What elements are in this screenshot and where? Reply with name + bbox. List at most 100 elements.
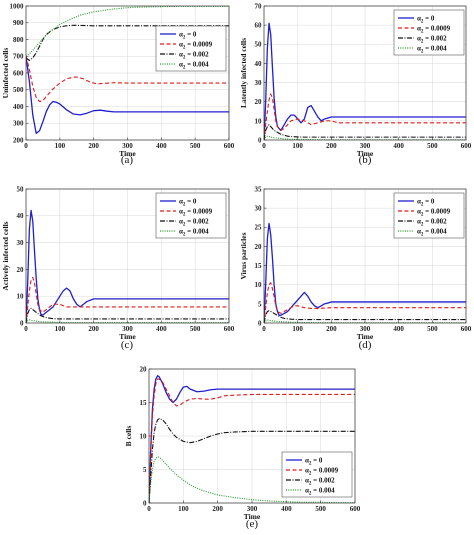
y-axis-label: Latently infected cells xyxy=(239,38,248,108)
y-tick-label: 10 xyxy=(17,293,25,301)
y-axis-label: Actively infected cells xyxy=(1,221,10,290)
series-line-2 xyxy=(26,307,229,323)
y-tick-label: 25 xyxy=(255,224,263,232)
legend-value: = 0 xyxy=(423,198,434,206)
series-line-1 xyxy=(264,282,466,323)
x-tick-label: 500 xyxy=(190,325,201,333)
legend-value: = 0.0009 xyxy=(311,467,338,475)
x-tick-label: 100 xyxy=(55,325,66,333)
legend-subscript: 2 xyxy=(183,203,186,208)
y-tick-label: 50 xyxy=(255,41,263,49)
legend-subscript: 2 xyxy=(421,30,424,35)
x-tick-label: 400 xyxy=(393,142,404,150)
panel-caption: (c) xyxy=(121,339,134,351)
legend-label-2: α2 = 0.002 xyxy=(417,218,447,228)
y-tick-label: 10 xyxy=(255,281,263,289)
x-tick-label: 300 xyxy=(122,142,133,150)
chart-panel-a: 0 100 200 300 400 500 600 200 300 400 500 600 700 800… xyxy=(1,2,235,166)
legend-label-3: α2 = 0.004 xyxy=(417,228,447,238)
series-line-1 xyxy=(149,378,355,503)
series-line-3 xyxy=(149,456,355,503)
legend-symbol: α xyxy=(179,41,183,49)
y-tick-label: 400 xyxy=(13,103,24,111)
series-line-0 xyxy=(26,56,229,134)
y-tick-label: 200 xyxy=(13,136,24,144)
legend-symbol: α xyxy=(305,457,309,465)
y-axis-label: B cells xyxy=(124,426,133,447)
panel-caption: (d) xyxy=(359,339,372,351)
legend-symbol: α xyxy=(417,208,421,216)
legend-subscript: 2 xyxy=(183,46,186,51)
series-line-0 xyxy=(264,222,466,323)
x-tick-label: 300 xyxy=(122,325,133,333)
y-tick-label: 50 xyxy=(17,185,25,193)
legend-label-0: α2 = 0 xyxy=(179,31,197,41)
legend-symbol: α xyxy=(417,35,421,43)
series-line-0 xyxy=(26,209,229,323)
legend-symbol: α xyxy=(305,487,309,495)
y-tick-label: 300 xyxy=(13,120,24,128)
legend-value: = 0.002 xyxy=(311,477,335,485)
y-tick-label: 20 xyxy=(255,243,263,251)
legend-symbol: α xyxy=(417,228,421,236)
y-tick-label: 5 xyxy=(258,300,262,308)
x-tick-label: 600 xyxy=(461,325,472,333)
legend-subscript: 2 xyxy=(309,492,312,497)
x-tick-label: 100 xyxy=(292,142,303,150)
y-tick-label: 10 xyxy=(140,432,148,440)
legend-symbol: α xyxy=(179,51,183,59)
x-tick-label: 200 xyxy=(88,142,99,150)
x-tick-label: 0 xyxy=(262,142,266,150)
legend-label-1: α2 = 0.0009 xyxy=(179,41,213,51)
legend-value: = 0 xyxy=(185,198,196,206)
y-tick-label: 0 xyxy=(258,136,262,144)
legend-value: = 0.0009 xyxy=(185,41,212,49)
legend-subscript: 2 xyxy=(421,233,424,238)
series-line-3 xyxy=(264,319,466,323)
y-tick-label: 0 xyxy=(20,319,24,327)
legend-value: = 0.002 xyxy=(423,35,447,43)
x-axis-label: Time xyxy=(244,512,261,521)
legend-symbol: α xyxy=(179,208,183,216)
x-tick-label: 300 xyxy=(360,325,371,333)
legend-subscript: 2 xyxy=(183,223,186,228)
legend-symbol: α xyxy=(179,61,183,69)
legend-symbol: α xyxy=(417,198,421,206)
panel-caption: (b) xyxy=(359,154,372,166)
legend-symbol: α xyxy=(179,228,183,236)
y-tick-label: 20 xyxy=(255,98,263,106)
y-tick-label: 900 xyxy=(13,19,24,27)
x-tick-label: 200 xyxy=(326,325,337,333)
legend-subscript: 2 xyxy=(183,233,186,238)
series-line-1 xyxy=(26,276,229,323)
panel-caption: (a) xyxy=(121,154,134,166)
legend-label-2: α2 = 0.002 xyxy=(305,477,335,487)
legend-label-3: α2 = 0.004 xyxy=(179,228,209,238)
legend-value: = 0 xyxy=(423,15,434,23)
legend-subscript: 2 xyxy=(421,40,424,45)
legend-label-2: α2 = 0.002 xyxy=(417,35,447,45)
x-tick-label: 500 xyxy=(427,142,438,150)
y-tick-label: 15 xyxy=(140,399,148,407)
legend-label-0: α2 = 0 xyxy=(305,457,323,467)
y-tick-label: 15 xyxy=(255,262,263,270)
legend-symbol: α xyxy=(417,45,421,53)
series-line-2 xyxy=(264,310,466,323)
y-tick-label: 0 xyxy=(258,319,262,327)
legend-value: = 0.0009 xyxy=(185,208,212,216)
y-tick-label: 30 xyxy=(255,205,263,213)
y-tick-label: 40 xyxy=(17,212,25,220)
legend-subscript: 2 xyxy=(183,56,186,61)
y-tick-label: 700 xyxy=(13,53,24,61)
legend-label-1: α2 = 0.0009 xyxy=(417,208,451,218)
x-axis-label: Time xyxy=(119,332,136,341)
legend-value: = 0 xyxy=(185,31,196,39)
y-tick-label: 30 xyxy=(255,79,263,87)
x-tick-label: 600 xyxy=(461,142,472,150)
y-tick-label: 500 xyxy=(13,86,24,94)
series-line-2 xyxy=(264,124,466,140)
y-tick-label: 20 xyxy=(17,266,25,274)
